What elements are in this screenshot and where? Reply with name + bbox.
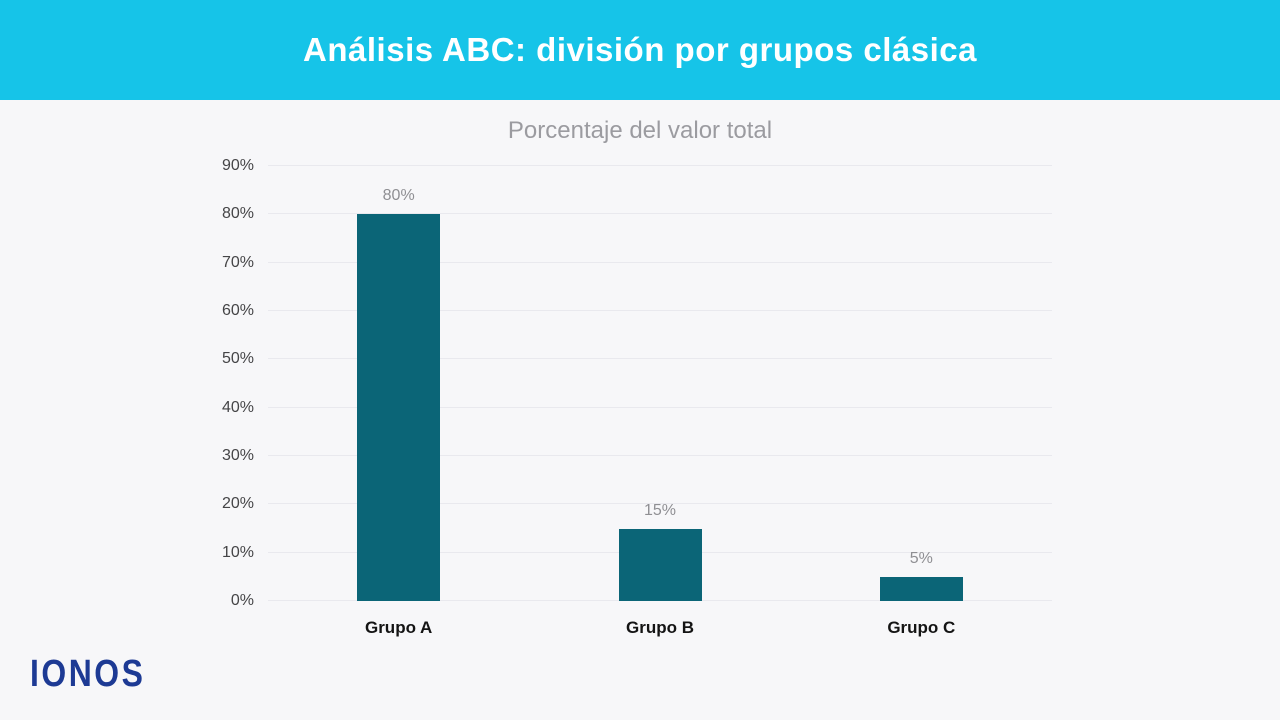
- y-axis-tick-label: 50%: [221, 350, 254, 368]
- y-axis-tick-label: 90%: [221, 157, 254, 174]
- bar-chart-plot-area: 0% 10% 20% 30% 40% 50% 60% 70% 80% 90% 80% Grupo A 1…: [222, 157, 1052, 637]
- y-axis-tick-label: 60%: [221, 302, 254, 319]
- gridline: [268, 358, 1052, 360]
- y-axis-tick-label: 70%: [221, 253, 254, 271]
- gridline: [268, 310, 1052, 311]
- y-axis-tick-label: 0%: [230, 592, 254, 609]
- ionos-logo: IONOS: [30, 653, 146, 695]
- gridline: [268, 503, 1052, 505]
- category-label: Grupo A: [364, 618, 433, 637]
- gridline: [268, 165, 1052, 166]
- y-axis-tick-label: 20%: [221, 495, 254, 513]
- bar-grupo-b: [618, 528, 702, 601]
- page-title: Análisis ABC: división por grupos clásic…: [303, 31, 977, 68]
- bar-grupo-a: [357, 214, 441, 601]
- bar-grupo-c: [879, 576, 963, 601]
- value-label: 5%: [909, 549, 933, 567]
- y-axis-tick-label: 30%: [221, 447, 254, 464]
- category-label: Grupo B: [626, 618, 694, 637]
- gridline: [268, 213, 1052, 215]
- y-axis-tick-label: 10%: [221, 543, 254, 561]
- header-banner: Análisis ABC: división por grupos clásic…: [0, 0, 1280, 100]
- value-label: 80%: [382, 187, 415, 205]
- chart-title: Porcentaje del valor total: [507, 117, 773, 144]
- gridline: [268, 261, 1052, 263]
- y-axis-tick-label: 80%: [221, 205, 254, 223]
- gridline: [268, 455, 1052, 456]
- value-label: 15%: [643, 501, 677, 519]
- category-label: Grupo C: [887, 618, 956, 637]
- gridline: [268, 406, 1052, 408]
- y-axis-tick-label: 40%: [221, 398, 254, 416]
